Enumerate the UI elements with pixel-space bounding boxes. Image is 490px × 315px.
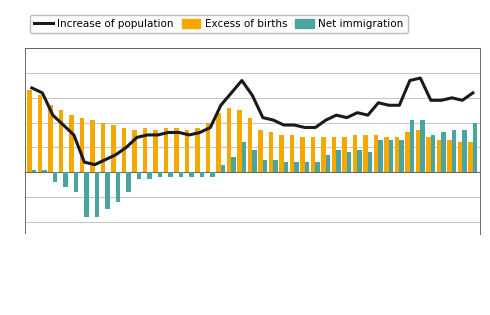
Bar <box>84 172 89 217</box>
Bar <box>378 140 383 172</box>
Bar <box>27 90 32 172</box>
Bar <box>305 162 309 172</box>
Bar <box>458 142 463 172</box>
Bar <box>91 120 95 172</box>
Bar <box>189 172 194 177</box>
Bar <box>357 150 362 172</box>
Bar <box>405 133 410 172</box>
Bar <box>473 123 477 172</box>
Bar <box>364 135 368 172</box>
Bar <box>74 172 78 192</box>
Bar <box>368 152 372 172</box>
Bar <box>248 117 252 172</box>
Bar <box>116 172 120 202</box>
Bar <box>59 110 63 172</box>
Bar <box>269 133 273 172</box>
Bar <box>42 169 47 172</box>
Bar <box>147 172 152 180</box>
Bar <box>347 152 351 172</box>
Bar <box>290 135 294 172</box>
Bar <box>374 135 378 172</box>
Bar <box>426 137 431 172</box>
Bar <box>311 137 316 172</box>
Bar <box>399 140 404 172</box>
Bar <box>53 172 57 182</box>
Bar <box>300 137 305 172</box>
Bar <box>185 130 189 172</box>
Bar <box>174 128 179 172</box>
Bar <box>70 115 74 172</box>
Bar <box>321 137 326 172</box>
Bar <box>385 137 389 172</box>
Bar <box>252 150 257 172</box>
Bar <box>294 162 299 172</box>
Bar <box>343 137 347 172</box>
Bar <box>284 162 288 172</box>
Bar <box>441 133 446 172</box>
Bar <box>332 137 336 172</box>
Bar <box>63 172 68 187</box>
Legend: Increase of population, Excess of births, Net immigration: Increase of population, Excess of births… <box>30 15 408 33</box>
Bar <box>431 135 435 172</box>
Bar <box>38 95 42 172</box>
Bar <box>231 157 236 172</box>
Bar <box>242 142 246 172</box>
Bar <box>126 172 131 192</box>
Bar <box>389 140 393 172</box>
Bar <box>221 165 225 172</box>
Bar <box>132 130 137 172</box>
Bar <box>101 123 105 172</box>
Bar <box>336 150 341 172</box>
Bar <box>49 105 53 172</box>
Bar <box>206 123 210 172</box>
Bar <box>200 172 204 177</box>
Bar <box>158 172 162 177</box>
Bar <box>437 140 441 172</box>
Bar <box>164 128 169 172</box>
Bar <box>452 130 456 172</box>
Bar <box>143 128 147 172</box>
Bar <box>217 113 221 172</box>
Bar <box>420 120 425 172</box>
Bar <box>210 172 215 177</box>
Bar <box>137 172 141 180</box>
Bar <box>410 120 414 172</box>
Bar <box>153 130 158 172</box>
Bar <box>326 155 330 172</box>
Bar <box>122 128 126 172</box>
Bar <box>447 140 452 172</box>
Bar <box>105 172 110 209</box>
Bar <box>80 117 84 172</box>
Bar <box>353 135 357 172</box>
Bar <box>279 135 284 172</box>
Bar <box>227 108 231 172</box>
Bar <box>316 162 320 172</box>
Bar <box>258 130 263 172</box>
Bar <box>463 130 467 172</box>
Bar <box>395 137 399 172</box>
Bar <box>111 125 116 172</box>
Bar <box>416 130 420 172</box>
Bar <box>196 128 200 172</box>
Bar <box>32 169 36 172</box>
Bar <box>238 110 242 172</box>
Bar <box>468 142 473 172</box>
Bar <box>273 160 278 172</box>
Bar <box>263 160 267 172</box>
Bar <box>95 172 99 217</box>
Bar <box>179 172 183 177</box>
Bar <box>169 172 173 177</box>
